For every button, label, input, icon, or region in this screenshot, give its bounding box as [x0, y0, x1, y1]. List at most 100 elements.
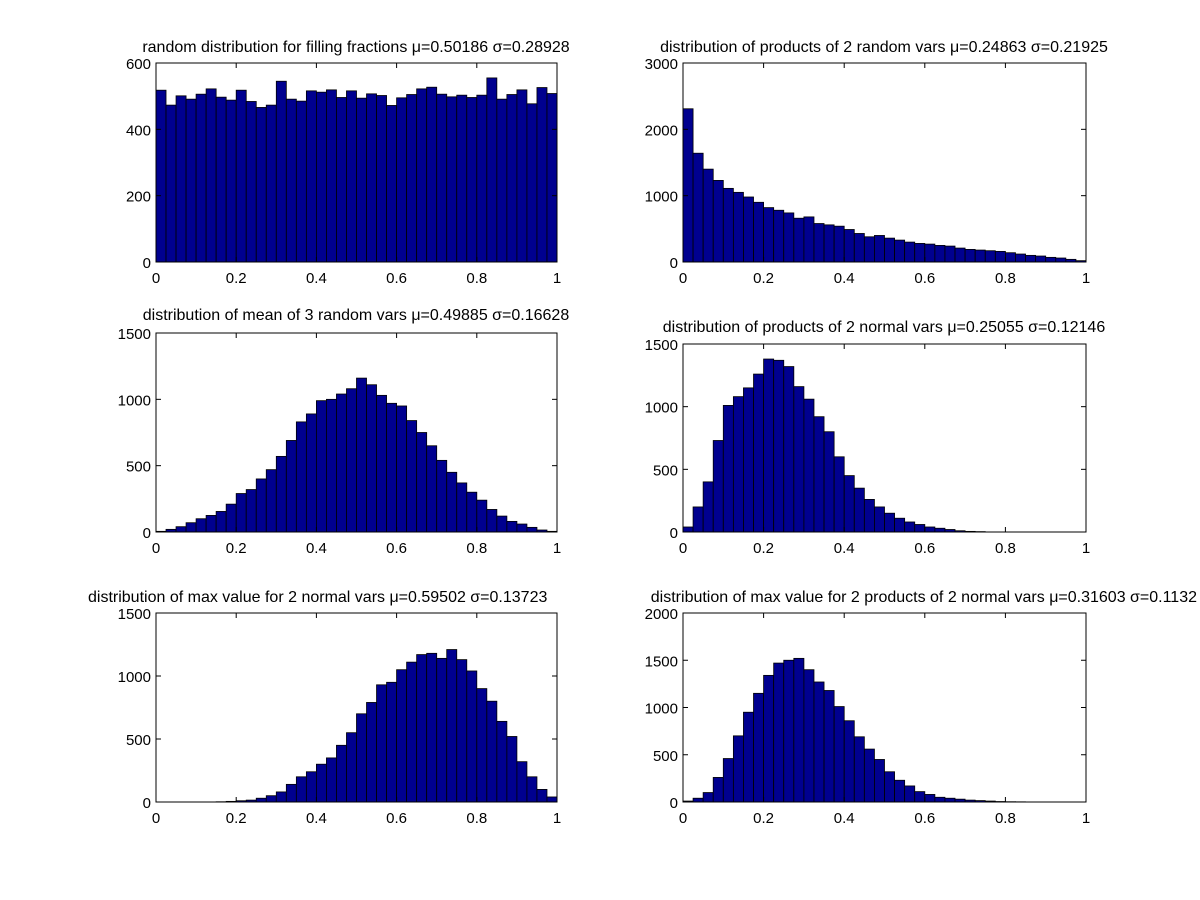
histogram-bar	[175, 526, 187, 533]
histogram-bar	[516, 761, 528, 803]
histogram-bar	[326, 89, 337, 263]
histogram-bar	[692, 797, 704, 803]
histogram-bar	[823, 224, 835, 263]
x-axis: 0 0.2 0.4 0.6 0.8 1	[679, 613, 1090, 827]
histogram-bar	[863, 499, 875, 533]
histogram-bar	[506, 736, 518, 803]
histogram-bar	[506, 520, 518, 533]
histogram-bar	[446, 649, 458, 803]
histogram-bar	[366, 384, 377, 533]
histogram-bar	[732, 396, 744, 533]
histogram-bar	[346, 732, 357, 803]
y-axis: 0 200 400 600	[126, 56, 557, 272]
y-tick-label: 1500	[645, 653, 678, 670]
histogram-bar	[486, 700, 498, 803]
histogram-bar	[265, 469, 277, 533]
histogram-bar	[712, 440, 724, 533]
histogram-bar	[853, 487, 865, 533]
y-tick-label: 500	[126, 459, 151, 476]
histogram-bar	[295, 421, 307, 533]
histogram-bar	[165, 104, 177, 263]
histogram-bar	[305, 771, 317, 803]
histogram-bar	[984, 250, 996, 263]
histogram-bar	[843, 229, 855, 263]
histogram-bar	[813, 416, 825, 533]
histogram-bar	[416, 88, 428, 263]
histogram-bar	[315, 400, 327, 533]
y-axis: 0 1000 2000 3000	[645, 56, 1086, 272]
histogram-bar	[285, 98, 297, 263]
histogram-bar	[336, 97, 347, 263]
histogram-bar	[155, 89, 167, 263]
histogram-bar	[783, 366, 795, 533]
bar-group	[682, 108, 1087, 263]
histogram-bar	[763, 674, 775, 803]
y-tick-label: 0	[143, 795, 151, 812]
x-tick-label: 1	[1082, 540, 1090, 557]
histogram-bar	[255, 107, 267, 263]
histogram-bar	[546, 796, 558, 803]
subplot-title: distribution of mean of 3 random vars μ=…	[143, 307, 570, 324]
x-tick-label: 0.8	[995, 540, 1016, 557]
histogram-bar	[743, 387, 754, 533]
histogram-bar	[884, 771, 895, 803]
histogram-bar	[546, 93, 558, 263]
histogram-bar	[1055, 257, 1067, 263]
histogram-bar	[456, 482, 468, 533]
histogram-bar	[1015, 253, 1026, 263]
bar-group	[682, 657, 1037, 803]
histogram-bar	[813, 223, 825, 263]
y-tick-label: 600	[126, 56, 151, 73]
histogram-bar	[884, 237, 895, 263]
histogram-bar	[195, 93, 207, 263]
histogram-bar	[914, 524, 926, 533]
histogram-bar	[285, 783, 297, 803]
histogram-bar	[874, 759, 885, 803]
histogram-bar	[225, 99, 237, 263]
x-tick-label: 1	[553, 270, 561, 287]
histogram-bar	[386, 402, 398, 533]
histogram-bar	[516, 89, 528, 263]
histogram-bar	[446, 471, 458, 533]
histogram-bar	[436, 459, 448, 533]
x-tick-label: 0.8	[466, 540, 487, 557]
subplot-title: distribution of products of 2 normal var…	[663, 319, 1106, 336]
x-axis: 0 0.2 0.4 0.6 0.8 1	[679, 344, 1090, 557]
histogram-bar	[416, 654, 428, 803]
histogram-bar	[964, 248, 976, 263]
x-tick-label: 0	[152, 540, 160, 557]
histogram-bar	[894, 517, 906, 533]
x-tick-label: 1	[1082, 810, 1090, 827]
histogram-bar	[275, 791, 287, 803]
x-tick-label: 0.8	[466, 810, 487, 827]
histogram-bar	[476, 688, 488, 803]
histogram-bar	[526, 103, 538, 263]
histogram-bar	[692, 152, 704, 263]
histogram-bar	[406, 420, 418, 533]
x-tick-label: 0.8	[466, 270, 487, 287]
axes-frame	[682, 343, 1087, 533]
y-tick-label: 1000	[645, 189, 678, 206]
histogram-bar	[205, 88, 217, 263]
histogram-bar	[863, 748, 875, 803]
histogram-bar	[712, 777, 724, 803]
x-tick-label: 0.6	[914, 540, 935, 557]
y-tick-label: 1500	[118, 326, 151, 343]
y-tick-label: 500	[126, 732, 151, 749]
histogram-bar	[506, 94, 518, 263]
histogram-bar	[954, 247, 966, 263]
histogram-bar	[732, 735, 744, 803]
histogram-bar	[833, 456, 845, 533]
histogram-bar	[275, 455, 287, 533]
subplot-4: distribution of products of 2 normal var…	[645, 319, 1106, 557]
histogram-bar	[904, 521, 916, 533]
bar-group	[155, 77, 558, 263]
histogram-bar	[476, 94, 488, 263]
histogram-bar	[974, 249, 986, 263]
histogram-bar	[295, 100, 307, 263]
x-tick-label: 0.6	[914, 810, 935, 827]
histogram-bar	[356, 97, 367, 263]
histogram-bar	[793, 386, 805, 533]
histogram-bar	[712, 180, 724, 263]
